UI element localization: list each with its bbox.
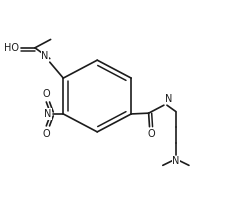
Text: N: N: [44, 109, 51, 119]
Text: HO: HO: [4, 43, 19, 53]
Text: N: N: [172, 156, 180, 166]
Text: N: N: [165, 94, 172, 104]
Text: O: O: [147, 129, 155, 139]
Text: N: N: [41, 51, 48, 61]
Text: O: O: [42, 89, 50, 99]
Text: O: O: [42, 129, 50, 139]
